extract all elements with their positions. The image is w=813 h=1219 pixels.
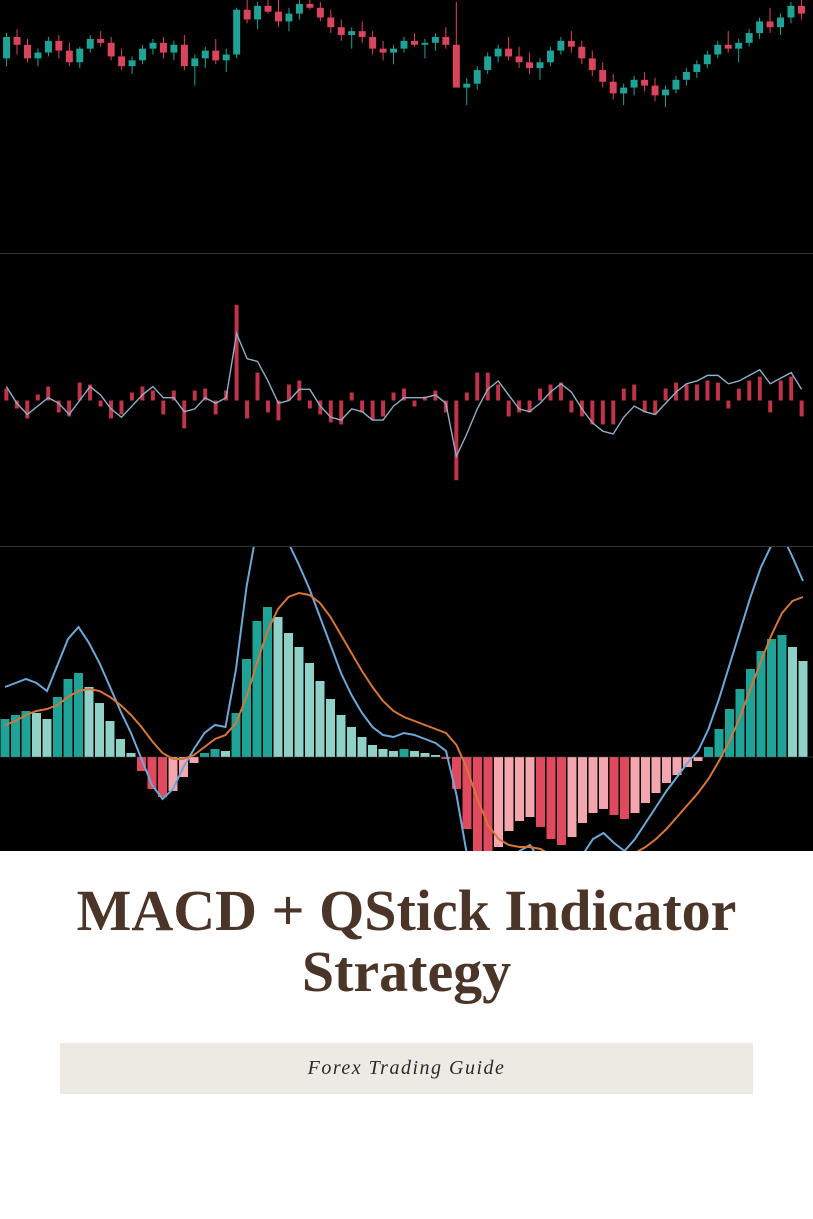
- main-title: MACD + QStick Indicator Strategy: [60, 881, 753, 1003]
- qstick-chart: [0, 254, 813, 546]
- candlestick-chart: [0, 0, 813, 253]
- subtitle-bar: Forex Trading Guide: [60, 1043, 753, 1094]
- chart-area: [0, 0, 813, 851]
- macd-chart: [0, 547, 813, 851]
- title-block: MACD + QStick Indicator Strategy: [0, 851, 813, 1023]
- subtitle-text: Forex Trading Guide: [308, 1057, 506, 1079]
- candlestick-panel: [0, 0, 813, 254]
- macd-panel: [0, 547, 813, 851]
- qstick-panel: [0, 254, 813, 547]
